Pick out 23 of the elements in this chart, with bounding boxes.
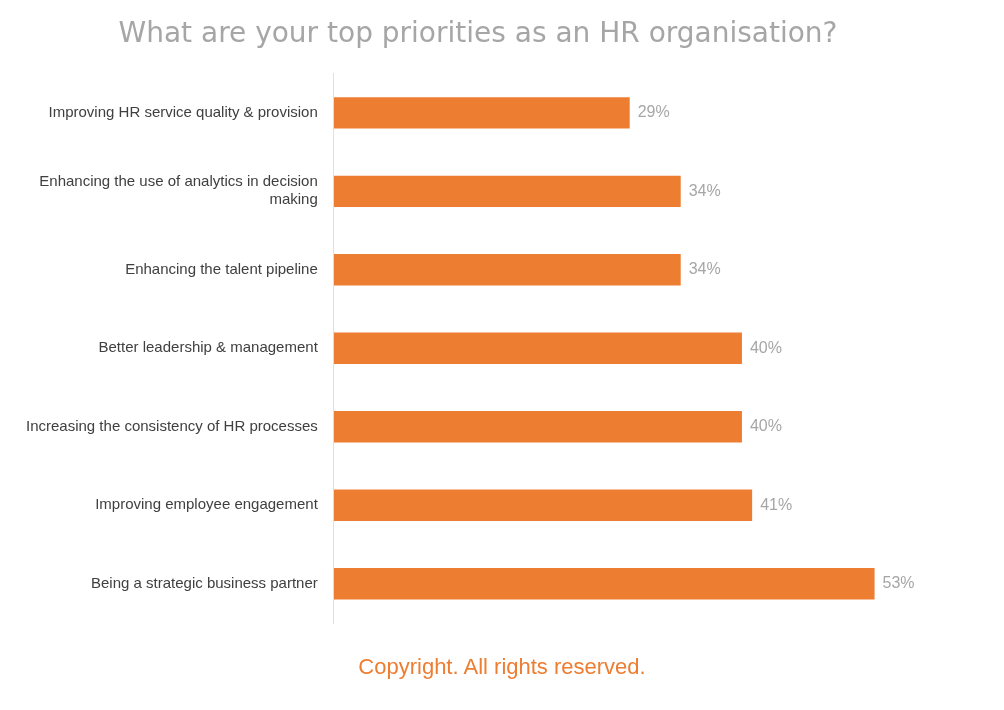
data-label: 53%: [882, 574, 915, 592]
y-tick-label: Better leadership & management: [98, 338, 319, 356]
y-tick-label: Increasing the consistency of HR processes: [25, 416, 318, 434]
bar: [333, 568, 875, 600]
bar: [333, 254, 681, 286]
y-tick-label: Being a strategic business partner: [91, 573, 318, 591]
bar: [333, 489, 753, 521]
y-tick-label: Improving employee engagement: [95, 495, 319, 513]
data-label: 34%: [688, 181, 721, 199]
data-label: 34%: [688, 260, 721, 278]
data-label: 40%: [749, 417, 782, 435]
bar: [333, 175, 681, 208]
y-tick-label: Enhancing the use of analytics in decision making: [39, 172, 318, 208]
data-label: 40%: [749, 338, 782, 356]
bar: [333, 411, 742, 443]
bar: [333, 97, 630, 129]
text: Copyright. All rights reserved.: [357, 654, 647, 680]
data-label: 29%: [637, 103, 670, 121]
y-tick-label: Improving HR service quality & provision: [48, 102, 318, 120]
y-tick-label: Enhancing the talent pipeline: [125, 259, 318, 277]
chart-title: What are your top priorities as an HR organisation?: [118, 16, 838, 50]
bar: [333, 332, 742, 364]
data-label: 41%: [760, 495, 793, 513]
